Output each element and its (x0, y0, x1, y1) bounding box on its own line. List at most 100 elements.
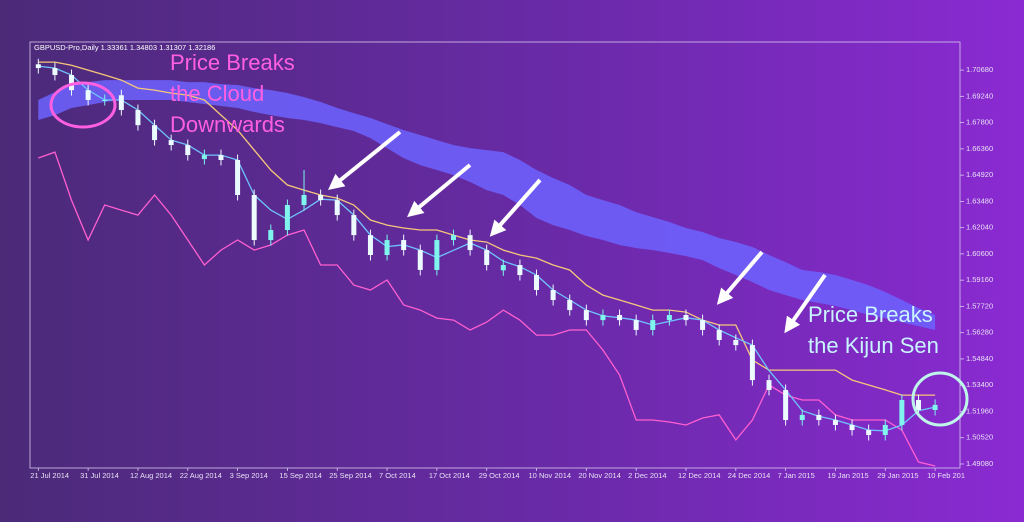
candle-body (517, 265, 523, 276)
ichimoku-cloud (38, 80, 936, 330)
x-tick-label: 20 Nov 2014 (578, 471, 621, 480)
candle-body (766, 380, 772, 390)
candle-body (633, 320, 639, 330)
candle-body (351, 215, 357, 236)
candle-body (666, 314, 672, 321)
plot-frame (29, 41, 961, 469)
x-tick-label: 29 Oct 2014 (479, 471, 520, 480)
candle-body (500, 265, 506, 271)
candle-body (866, 430, 872, 435)
y-tick-label: 1.50520 (966, 433, 993, 442)
y-tick-label: 1.53400 (966, 380, 993, 389)
candle-body (85, 90, 91, 100)
x-tick-label: 29 Jan 2015 (877, 471, 918, 480)
candle-body (152, 125, 158, 141)
candle-body (899, 399, 905, 425)
candle-body (118, 95, 124, 111)
y-tick-label: 1.57720 (966, 301, 993, 310)
candle-body (301, 195, 307, 206)
axis-layer: 1.70680 1.69240 1.67800 1.66360 1.64920 1.634… (30, 65, 993, 480)
y-tick-label: 1.59160 (966, 275, 993, 284)
candle-body (567, 300, 573, 311)
candle-body (716, 329, 722, 340)
candle-body (102, 99, 108, 101)
x-tick-label: 22 Aug 2014 (180, 471, 222, 480)
x-tick-label: 2 Dec 2014 (628, 471, 666, 480)
candle-body (700, 320, 706, 330)
cloud-layer (38, 80, 936, 330)
annotation-text: Downwards (170, 112, 285, 137)
candle-body (69, 75, 75, 91)
candle-body (650, 320, 656, 330)
candle-body (783, 389, 789, 421)
candle-body (617, 314, 623, 321)
candle-body (401, 240, 407, 251)
y-tick-label: 1.70680 (966, 65, 993, 74)
candle-body (915, 399, 921, 411)
candle-body (168, 140, 174, 146)
candle-body (583, 310, 589, 321)
candle-body (600, 314, 606, 321)
y-tick-label: 1.66360 (966, 144, 993, 153)
candle-body (417, 250, 423, 270)
candle-body (849, 424, 855, 431)
candle-layer (35, 58, 938, 441)
candle-body (35, 64, 41, 69)
candle-body (467, 235, 473, 251)
candle-body (749, 345, 755, 381)
y-tick-label: 1.49080 (966, 459, 993, 468)
candle-body (384, 240, 390, 255)
candle-body (284, 205, 290, 231)
arrow (407, 163, 472, 218)
candle-body (932, 404, 938, 411)
candle-body (367, 235, 373, 255)
x-tick-label: 7 Jan 2015 (778, 471, 815, 480)
arrow (328, 130, 402, 191)
candle-body (201, 155, 207, 160)
candle-body (733, 339, 739, 346)
annotation-text: the Kijun Sen (808, 333, 939, 358)
candle-body (218, 155, 224, 160)
arrows (328, 130, 827, 334)
x-tick-label: 10 Nov 2014 (529, 471, 572, 480)
highlight-circle (49, 81, 117, 129)
x-tick-label: 21 Jul 2014 (30, 471, 69, 480)
chart-header: GBPUSD-Pro,Daily 1.33361 1.34803 1.31307… (34, 43, 215, 52)
highlight-circle (911, 371, 969, 427)
x-tick-label: 24 Dec 2014 (728, 471, 771, 480)
candle-body (484, 250, 490, 266)
candle-body (799, 414, 805, 421)
x-tick-label: 12 Aug 2014 (130, 471, 172, 480)
y-tick-label: 1.69240 (966, 91, 993, 100)
y-tick-label: 1.56280 (966, 328, 993, 337)
y-tick-label: 1.63480 (966, 196, 993, 205)
annotation-text: the Cloud (170, 81, 264, 106)
x-tick-label: 10 Feb 201 (927, 471, 965, 480)
x-tick-label: 7 Oct 2014 (379, 471, 416, 480)
candle-body (882, 424, 888, 435)
y-tick-label: 1.64920 (966, 170, 993, 179)
x-tick-label: 15 Sep 2014 (279, 471, 322, 480)
annotation-layer: Price Breaks the Cloud Downwards Price Brea… (170, 50, 939, 358)
candle-body (185, 145, 191, 156)
candle-body (450, 235, 456, 241)
y-tick-label: 1.62040 (966, 223, 993, 232)
candle-body (832, 420, 838, 425)
arrow (784, 273, 827, 334)
y-tick-label: 1.67800 (966, 118, 993, 127)
annotation-text: Price Breaks (808, 302, 933, 327)
arrow (716, 250, 764, 305)
x-tick-label: 19 Jan 2015 (827, 471, 868, 480)
candle-body (235, 159, 241, 196)
indicator-line (38, 61, 936, 396)
candle-body (683, 314, 689, 321)
candle-body (334, 200, 340, 216)
candle-body (816, 414, 822, 421)
annotation-shapes (49, 81, 969, 427)
x-tick-label: 31 Jul 2014 (80, 471, 119, 480)
arrow (489, 178, 542, 237)
x-tick-label: 25 Sep 2014 (329, 471, 372, 480)
annotation-text: Price Breaks (170, 50, 295, 75)
